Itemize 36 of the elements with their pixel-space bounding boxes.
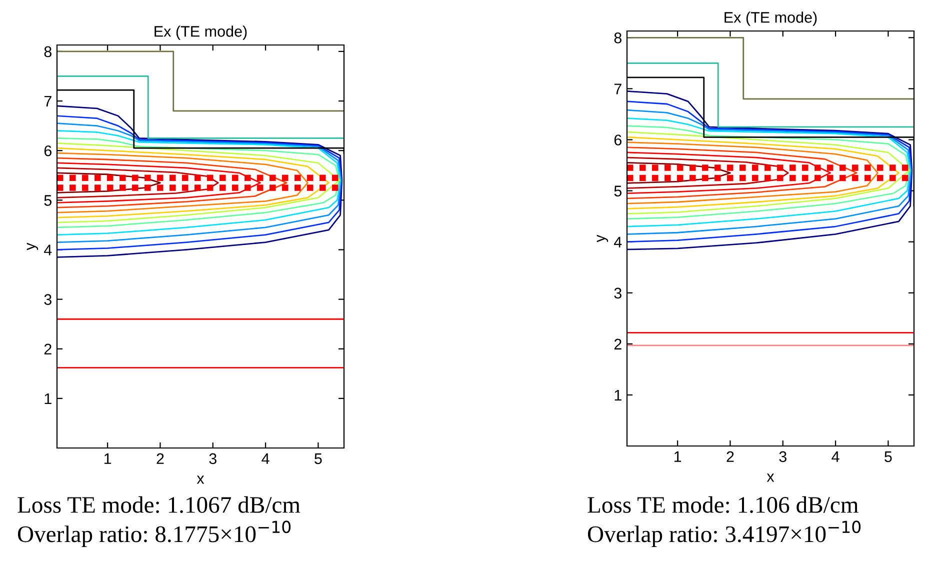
x-axis-title: x [196, 476, 204, 484]
x-tick-label: 1 [674, 451, 682, 462]
x-tick-label: 3 [209, 453, 216, 464]
x-tick-label: 5 [884, 451, 892, 462]
y-tick-label: 2 [44, 344, 52, 354]
y-tick-label: 6 [614, 134, 622, 146]
y-tick-label: 3 [614, 288, 622, 299]
y-tick-label: 2 [614, 338, 622, 350]
y-tick-label: 3 [44, 294, 52, 305]
y-tick-label: 7 [44, 96, 52, 107]
y-tick-label: 8 [614, 32, 622, 44]
y-tick-label: 4 [614, 236, 622, 248]
x-tick-label: 5 [314, 453, 322, 464]
x-tick-label: 1 [104, 453, 112, 464]
y-tick-label: 1 [614, 390, 622, 400]
x-tick-label: 2 [726, 451, 734, 462]
x-axis-title: x [766, 474, 774, 482]
text: Loss TE mode: 1.106 dB/cm [588, 496, 858, 514]
text: Overlap ratio: 3.4197×10$^{−10}$ [588, 520, 861, 547]
y-tick-label: 8 [44, 46, 52, 58]
y-axis-title: y [26, 242, 38, 250]
x-tick-label: 3 [779, 451, 786, 462]
y-tick-label: 1 [44, 393, 52, 404]
x-tick-label: 2 [156, 453, 164, 464]
y-axis-title: y [596, 234, 608, 242]
y-tick-label: 5 [614, 186, 622, 196]
chart-title: Ex (TE mode) [154, 26, 247, 40]
x-tick-label: 4 [832, 451, 840, 462]
chart-title: Ex (TE mode) [724, 12, 817, 26]
y-tick-label: 4 [44, 244, 52, 256]
x-tick-label: 4 [262, 453, 270, 464]
text: Overlap ratio: 8.1775×10$^{−10}$ [18, 520, 291, 547]
y-tick-label: 6 [44, 145, 52, 156]
text: Loss TE mode: 1.1067 dB/cm [18, 496, 300, 514]
y-tick-label: 7 [614, 84, 622, 94]
y-tick-label: 5 [44, 195, 52, 206]
